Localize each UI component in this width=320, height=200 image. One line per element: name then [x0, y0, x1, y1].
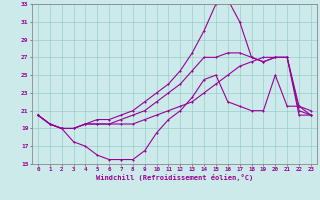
- X-axis label: Windchill (Refroidissement éolien,°C): Windchill (Refroidissement éolien,°C): [96, 174, 253, 181]
